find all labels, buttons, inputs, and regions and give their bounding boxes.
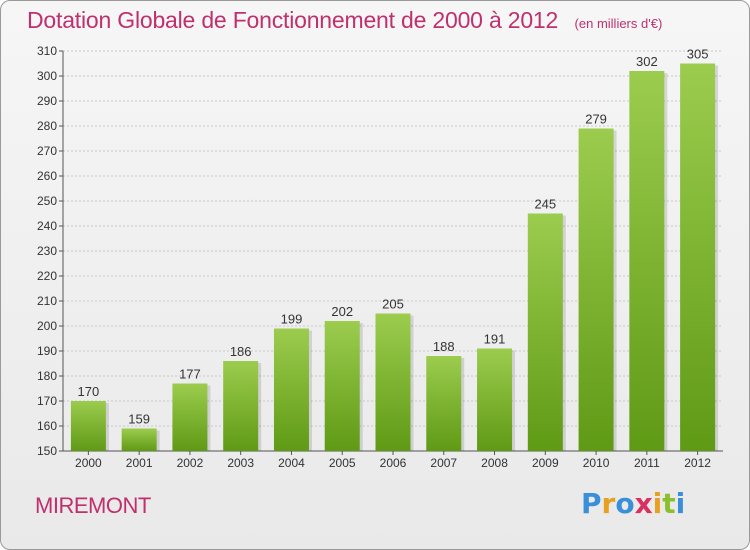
x-tick-label: 2003 xyxy=(227,456,254,470)
x-tick-label: 2008 xyxy=(481,456,508,470)
logo-letter: o xyxy=(615,487,635,520)
y-tick-label: 290 xyxy=(37,94,57,108)
data-labels: 170 159 177 186 199 202 205 188 191 245 279 302 305 xyxy=(78,47,709,427)
commune-name: MIREMONT xyxy=(35,493,151,518)
bar xyxy=(527,213,563,451)
data-label: 205 xyxy=(382,297,404,312)
data-label: 186 xyxy=(230,344,252,359)
data-label: 302 xyxy=(636,54,658,69)
bar xyxy=(273,328,309,451)
y-tick-label: 240 xyxy=(37,219,57,233)
y-tick-label: 160 xyxy=(37,419,57,433)
bar xyxy=(375,313,411,451)
data-label: 188 xyxy=(433,339,455,354)
data-label: 305 xyxy=(687,47,709,62)
data-label: 202 xyxy=(331,304,353,319)
y-tick-label: 230 xyxy=(37,244,57,258)
bar xyxy=(426,356,462,451)
logo-letter: i xyxy=(675,487,686,520)
x-tick-label: 2010 xyxy=(583,456,610,470)
x-tick-label: 2002 xyxy=(177,456,204,470)
logo-letter: x xyxy=(634,487,653,520)
y-tick-label: 180 xyxy=(37,369,57,383)
data-label: 245 xyxy=(534,197,556,212)
logo-letter: P xyxy=(581,487,602,520)
title-row: Dotation Globale de Fonctionnement de 20… xyxy=(27,7,662,34)
x-tick-label: 2001 xyxy=(126,456,153,470)
data-label: 177 xyxy=(179,367,201,382)
y-tick-label: 280 xyxy=(37,119,57,133)
bar xyxy=(324,321,360,451)
y-tick-label: 220 xyxy=(37,269,57,283)
bar xyxy=(629,71,665,451)
y-tick-label: 150 xyxy=(37,444,57,458)
y-tick-label: 310 xyxy=(37,44,57,58)
bar xyxy=(680,63,716,451)
bar xyxy=(172,383,208,451)
logo-letter: r xyxy=(601,487,616,520)
chart-unit: (en milliers d'€) xyxy=(574,16,663,31)
x-tick-label: 2006 xyxy=(380,456,407,470)
axes: 150 160 170 180 190 200 210 220 230 240 250 260 270 2… xyxy=(37,44,723,470)
y-tick-label: 300 xyxy=(37,69,57,83)
bars xyxy=(70,63,719,451)
chart-title: Dotation Globale de Fonctionnement de 20… xyxy=(27,7,559,33)
y-tick-label: 270 xyxy=(37,144,57,158)
y-tick-label: 190 xyxy=(37,344,57,358)
proxiti-logo[interactable]: Proxiti xyxy=(581,487,685,520)
data-label: 279 xyxy=(585,112,607,127)
bar xyxy=(223,361,259,451)
bar xyxy=(477,348,513,451)
y-tick-label: 260 xyxy=(37,169,57,183)
x-tick-label: 2004 xyxy=(278,456,305,470)
x-tick-label: 2007 xyxy=(430,456,457,470)
x-tick-label: 2012 xyxy=(684,456,711,470)
data-label: 170 xyxy=(78,384,100,399)
data-label: 199 xyxy=(281,312,303,327)
x-tick-label: 2009 xyxy=(532,456,559,470)
bar xyxy=(70,401,106,451)
logo-letter: t xyxy=(662,487,676,520)
data-label: 191 xyxy=(484,332,506,347)
y-tick-label: 170 xyxy=(37,394,57,408)
bar xyxy=(121,428,157,451)
y-tick-label: 250 xyxy=(37,194,57,208)
x-tick-label: 2011 xyxy=(634,456,660,470)
x-tick-label: 2000 xyxy=(75,456,102,470)
y-tick-label: 210 xyxy=(37,294,57,308)
bar xyxy=(578,128,614,451)
y-tick-label: 200 xyxy=(37,319,57,333)
x-tick-label: 2005 xyxy=(329,456,356,470)
data-label: 159 xyxy=(128,412,150,427)
logo-letter: i xyxy=(652,487,663,520)
